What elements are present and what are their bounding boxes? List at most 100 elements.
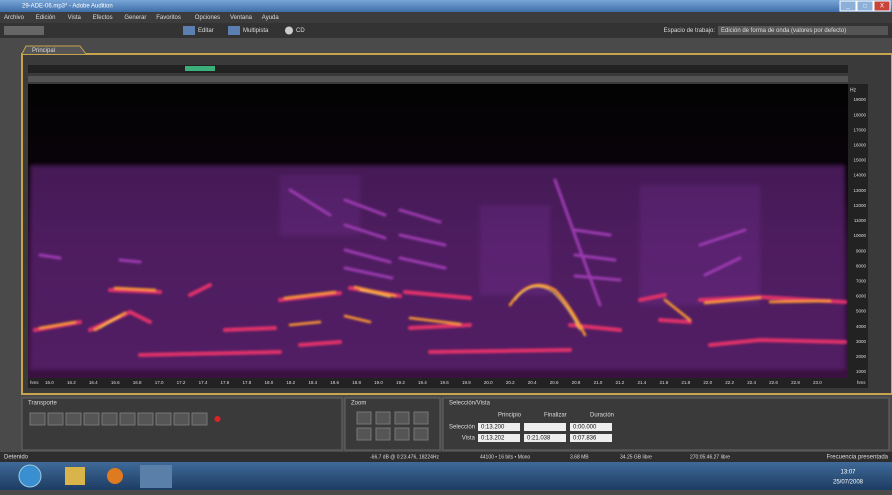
workspace-select[interactable] xyxy=(718,26,888,35)
time-label: 19.8 xyxy=(462,380,471,385)
time-label: 18.8 xyxy=(352,380,361,385)
menu-item[interactable]: Vista xyxy=(68,15,82,21)
time-unit: hms xyxy=(30,380,39,385)
selection-field[interactable] xyxy=(478,423,520,431)
menu-item[interactable]: Opciones xyxy=(195,15,220,21)
selection-value[interactable]: 0:00.000 xyxy=(573,425,597,431)
menu-item[interactable]: Archivo xyxy=(4,15,25,21)
transport-button[interactable] xyxy=(191,412,208,426)
zoom-button[interactable] xyxy=(413,427,429,441)
time-label: 21.0 xyxy=(594,380,603,385)
selection-row-label: Vista xyxy=(462,436,476,442)
menu-item[interactable]: Generar xyxy=(124,15,146,21)
freq-label: 7000 xyxy=(856,279,867,284)
cd-icon[interactable] xyxy=(285,26,293,35)
tool-buttons[interactable] xyxy=(4,26,44,35)
main-tab-label[interactable]: Principal xyxy=(32,48,55,54)
status-info: 34.25 GB libre xyxy=(620,454,652,460)
transport-tab[interactable]: Transporte xyxy=(28,401,57,407)
menu-item[interactable]: Ayuda xyxy=(262,15,280,21)
scroll-bar[interactable] xyxy=(28,76,848,82)
main-tab[interactable] xyxy=(21,45,87,55)
freq-label: 18000 xyxy=(853,112,866,117)
window-button-label[interactable]: □ xyxy=(863,4,867,10)
window-button[interactable] xyxy=(873,0,891,12)
status-info: 3.68 MB xyxy=(570,454,589,460)
media-icon[interactable] xyxy=(107,468,123,484)
zoom-button[interactable] xyxy=(394,427,410,441)
freq-label: 8000 xyxy=(856,263,867,268)
freq-label: 9000 xyxy=(856,248,867,253)
selection-field[interactable] xyxy=(478,434,520,442)
time-label: 22.2 xyxy=(725,380,734,385)
menu-item[interactable]: Edición xyxy=(36,15,56,21)
menu-item[interactable]: Efectos xyxy=(93,15,113,21)
status-info: 270:05:46.27 libre xyxy=(690,454,730,460)
workspace-value[interactable]: Edición de forma de onda (valores por de… xyxy=(721,28,846,34)
menu-item[interactable]: Favoritos xyxy=(156,15,181,21)
selection-field[interactable] xyxy=(524,434,566,442)
zoom-button[interactable] xyxy=(413,411,429,425)
time-label: 17.8 xyxy=(243,380,252,385)
zoom-tab[interactable]: Zoom xyxy=(351,401,366,407)
status-mode: Frecuencia presentada xyxy=(827,455,889,461)
zoom-button[interactable] xyxy=(394,411,410,425)
toolbar xyxy=(0,23,892,38)
multitrack-icon[interactable] xyxy=(228,26,240,35)
start-button[interactable] xyxy=(18,464,42,488)
selection-tab[interactable]: Selección/Vista xyxy=(449,401,491,407)
freq-label: 2000 xyxy=(856,354,867,359)
status-info: 44100 • 16 bits • Mono xyxy=(480,454,530,460)
time-label: 21.4 xyxy=(638,380,647,385)
transport-button[interactable] xyxy=(65,412,82,426)
explorer-icon[interactable] xyxy=(65,467,85,485)
time-unit-end: hms xyxy=(857,380,866,385)
selection-field[interactable] xyxy=(570,434,612,442)
zoom-button[interactable] xyxy=(375,427,391,441)
time-label: 21.2 xyxy=(616,380,625,385)
time-label: 22.6 xyxy=(769,380,778,385)
window-button[interactable] xyxy=(856,0,874,12)
record-dot[interactable] xyxy=(214,416,221,422)
window-button-label[interactable]: X xyxy=(880,4,884,10)
window-button[interactable] xyxy=(839,0,857,12)
transport-button[interactable] xyxy=(173,412,190,426)
multitrack-button[interactable]: Multipista xyxy=(243,28,269,34)
overview-range[interactable] xyxy=(185,66,215,71)
transport-button[interactable] xyxy=(29,412,46,426)
time-label: 22.8 xyxy=(791,380,800,385)
selection-field[interactable] xyxy=(570,423,612,431)
freq-label: 1000 xyxy=(856,369,867,374)
transport-button[interactable] xyxy=(137,412,154,426)
selection-value[interactable]: 0:21.038 xyxy=(527,436,551,442)
freq-label: 5000 xyxy=(856,309,867,314)
cd-button[interactable]: CD xyxy=(296,28,305,34)
selection-value[interactable]: 0:07.836 xyxy=(573,436,597,442)
time-label: 20.8 xyxy=(572,380,581,385)
selection-value[interactable]: 0:13.200 xyxy=(481,425,505,431)
freq-label: 11000 xyxy=(854,218,867,223)
freq-label: 3000 xyxy=(856,339,867,344)
zoom-button[interactable] xyxy=(356,411,372,425)
time-label: 22.0 xyxy=(703,380,712,385)
transport-button[interactable] xyxy=(119,412,136,426)
window-button-label[interactable]: _ xyxy=(845,4,850,10)
zoom-button[interactable] xyxy=(356,427,372,441)
edit-icon[interactable] xyxy=(183,26,195,35)
time-label: 17.0 xyxy=(155,380,164,385)
time-label: 17.4 xyxy=(199,380,208,385)
transport-button[interactable] xyxy=(101,412,118,426)
menu-item[interactable]: Ventana xyxy=(230,15,253,21)
transport-button[interactable] xyxy=(47,412,64,426)
edit-button[interactable]: Editar xyxy=(198,28,214,34)
transport-button[interactable] xyxy=(83,412,100,426)
time-ruler xyxy=(28,378,868,388)
audition-task[interactable] xyxy=(140,465,172,488)
transport-button[interactable] xyxy=(155,412,172,426)
time-label: 19.4 xyxy=(418,380,427,385)
selection-field[interactable] xyxy=(524,423,566,431)
zoom-button[interactable] xyxy=(375,411,391,425)
selection-value[interactable]: 0:13.202 xyxy=(481,436,505,442)
freq-label: 19000 xyxy=(853,97,866,102)
spectrogram xyxy=(28,84,848,378)
